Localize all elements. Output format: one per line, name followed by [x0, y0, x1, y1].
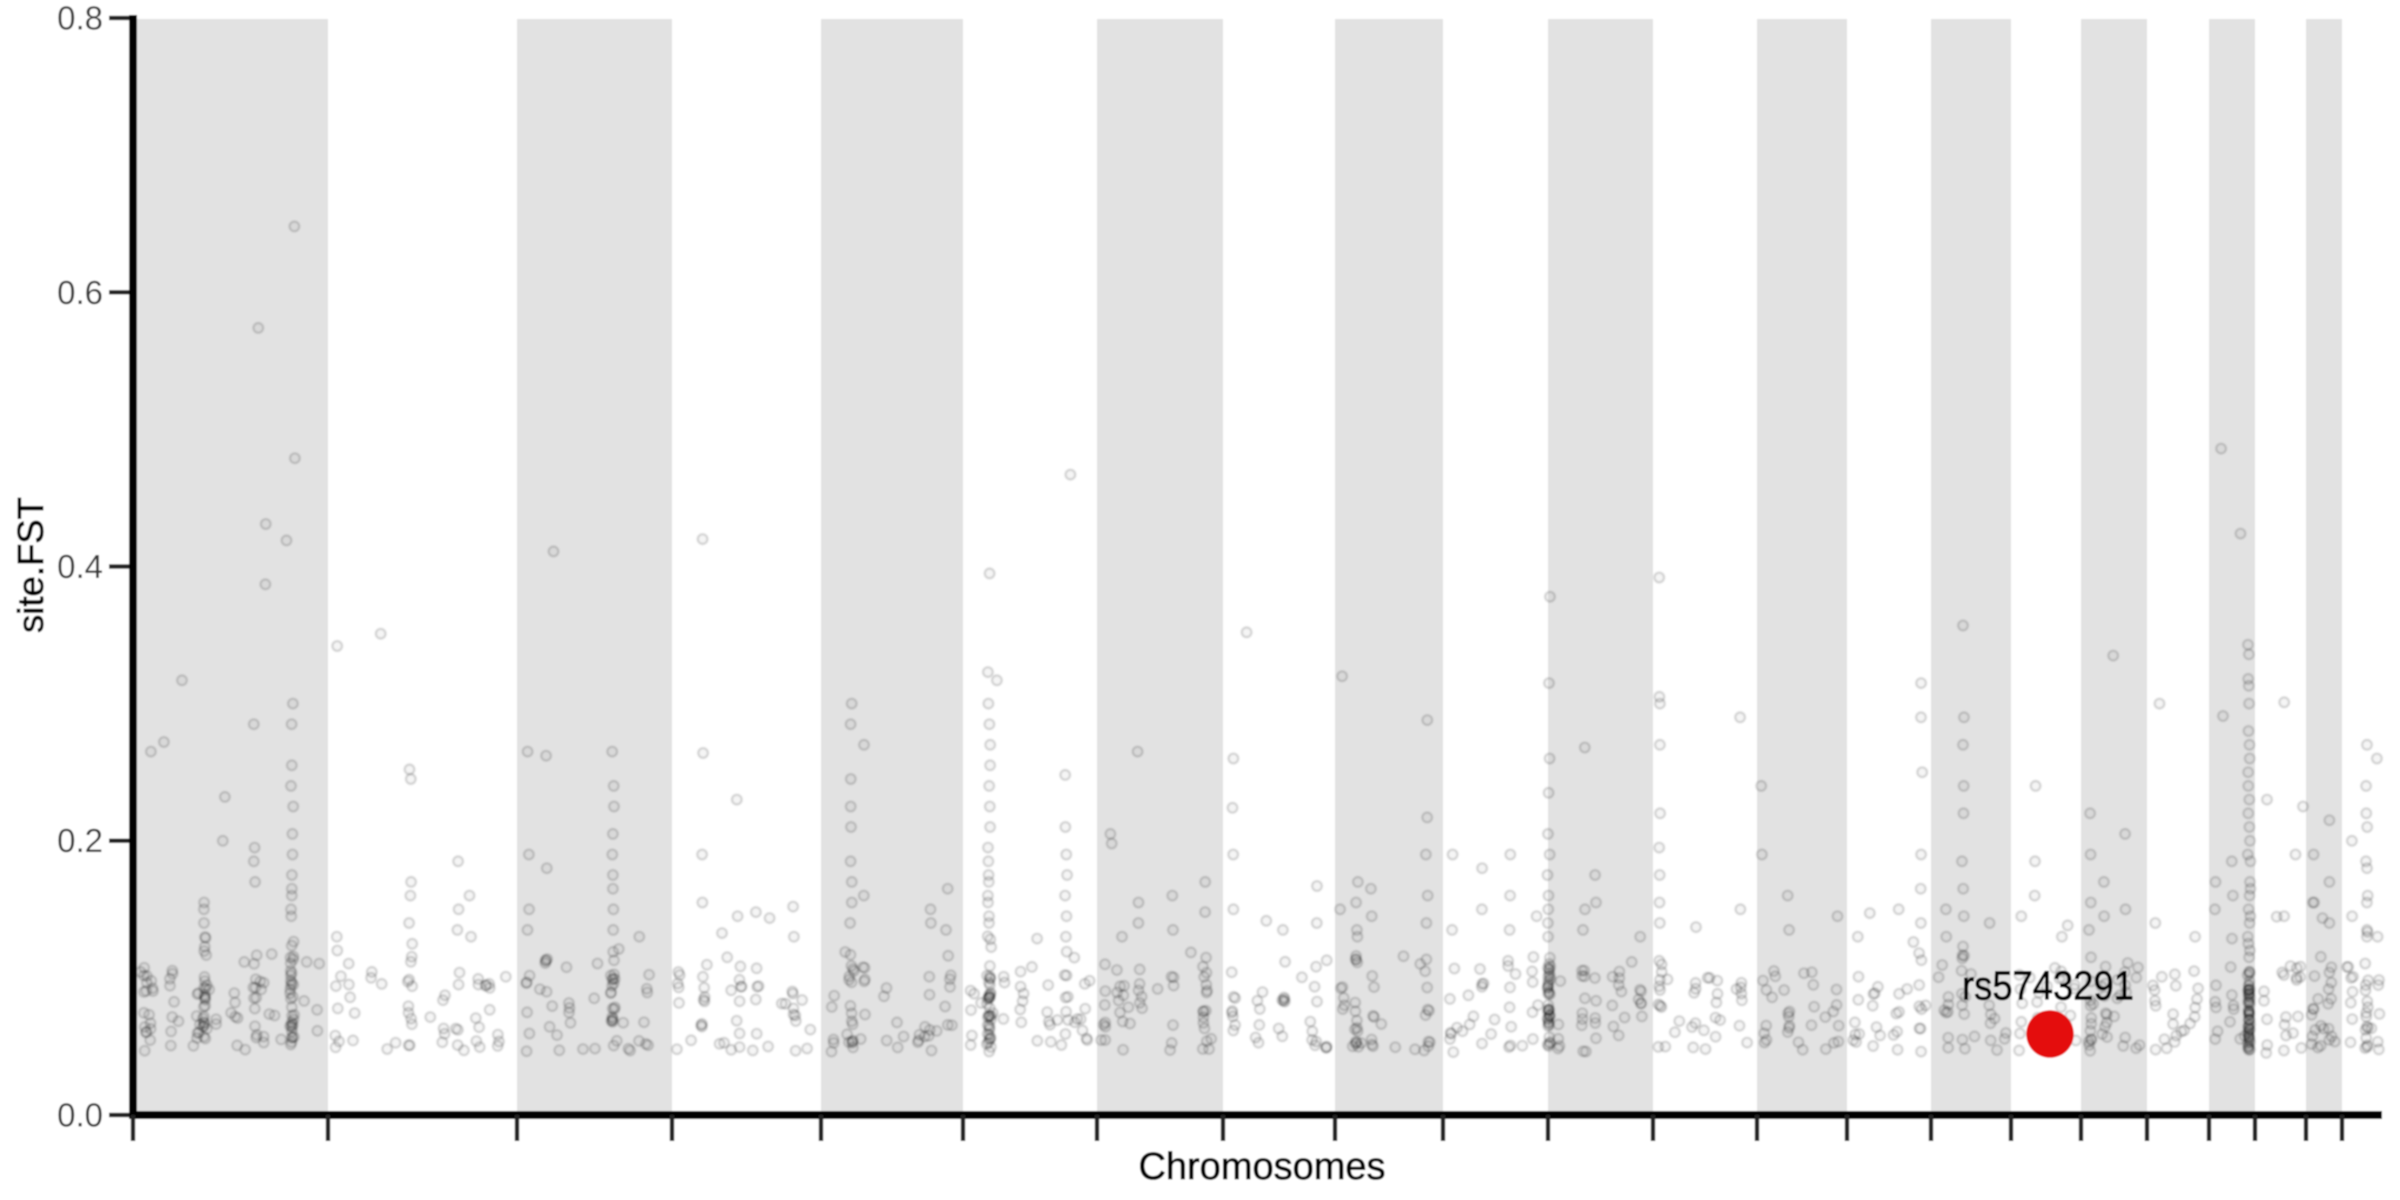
- svg-text:0.2: 0.2: [57, 822, 103, 859]
- svg-text:0.0: 0.0: [57, 1097, 103, 1134]
- svg-text:0.8: 0.8: [57, 0, 103, 37]
- svg-text:Chromosomes: Chromosomes: [1138, 1146, 1385, 1188]
- svg-text:0.4: 0.4: [57, 548, 103, 585]
- svg-text:rs5743291: rs5743291: [1962, 963, 2134, 1009]
- svg-text:0.6: 0.6: [57, 274, 103, 311]
- svg-text:site.FST: site.FST: [10, 497, 51, 633]
